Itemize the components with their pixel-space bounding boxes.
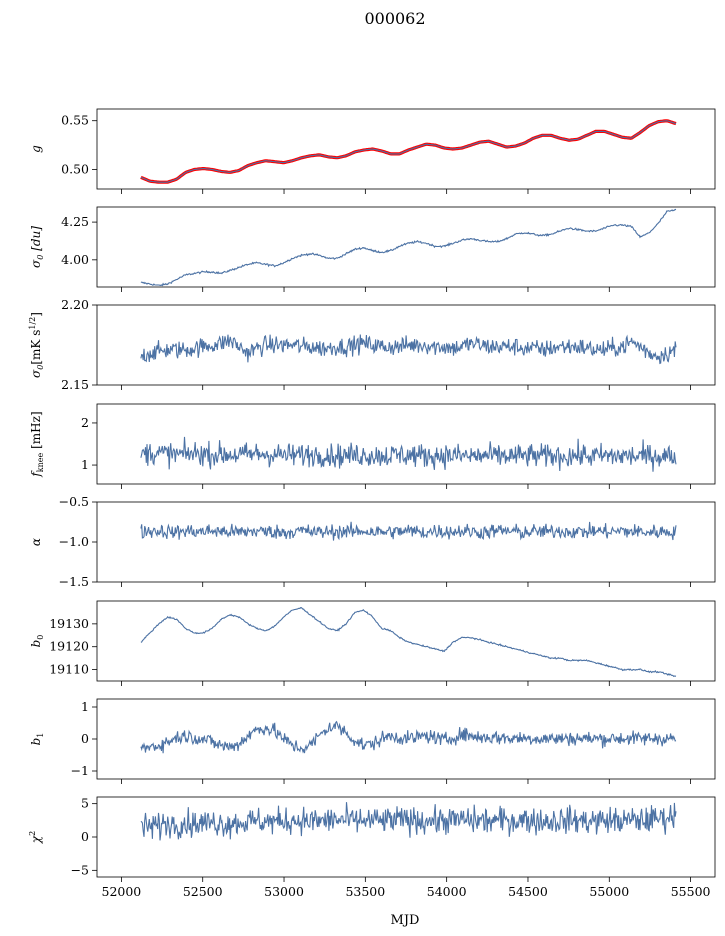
- panel-1: 0.50 0.55 g: [29, 108, 716, 194]
- panel-frame: [96, 108, 716, 190]
- y-axis-label: fknee [mHz]: [29, 411, 45, 477]
- x-tick-label: 52500: [183, 884, 223, 899]
- y-axis-label: σ0 [du]: [29, 226, 45, 268]
- y-axis-label: χ2: [28, 831, 43, 844]
- panel-6: 19110 19120 19130 b0: [29, 600, 716, 686]
- figure-title: 000062: [364, 9, 425, 28]
- y-tick-label: 0.55: [61, 113, 89, 128]
- y-tick-label: 19130: [49, 616, 89, 631]
- panel-frame: [96, 501, 716, 583]
- y-tick-label: 0.50: [61, 161, 89, 176]
- panel-frame: [96, 206, 716, 288]
- y-tick-label: −1.5: [59, 574, 89, 589]
- x-tick-label: 53500: [345, 884, 385, 899]
- y-tick-label: 0: [81, 829, 89, 844]
- series-line: [140, 208, 677, 287]
- series-line: [140, 436, 677, 472]
- y-axis-label: b0: [29, 635, 45, 648]
- panel-5: −1.5 −1.0 −0.5 α: [29, 494, 716, 589]
- x-tick-label: 54500: [508, 884, 548, 899]
- x-tick-label: 53000: [264, 884, 304, 899]
- x-tick-label: 54000: [427, 884, 467, 899]
- panel-7: −1 0 1 b1: [29, 698, 716, 784]
- x-tick-label: 55000: [589, 884, 629, 899]
- y-tick-label: 5: [81, 796, 89, 811]
- y-tick-label: −1: [71, 763, 89, 778]
- series-line: [140, 521, 677, 541]
- series-line: [140, 120, 677, 183]
- y-tick-label: 19110: [49, 662, 89, 677]
- y-tick-label: 19120: [49, 639, 89, 654]
- y-tick-label: 4.00: [61, 252, 89, 267]
- x-axis-label: MJD: [391, 913, 420, 928]
- y-tick-label: 1: [81, 457, 89, 472]
- series-line: [140, 334, 677, 365]
- x-tick-label: 55500: [671, 884, 711, 899]
- y-axis-label: σ0[mK s1/2]: [28, 312, 45, 378]
- series-line: [140, 802, 677, 841]
- y-tick-label: 1: [81, 699, 89, 714]
- y-tick-label: 2.15: [61, 377, 89, 392]
- y-tick-label: 0: [81, 731, 89, 746]
- panel-8: −5 0 5 χ2 52000 52500 53000 53500 54000 54500 5500…: [28, 796, 716, 899]
- x-tick-label: 52000: [102, 884, 142, 899]
- panel-frame: [96, 796, 716, 878]
- panel-frame: [96, 403, 716, 485]
- y-tick-label: 2.20: [61, 297, 89, 312]
- y-tick-label: −1.0: [59, 534, 89, 549]
- series-line: [140, 607, 677, 678]
- panels: 0.50 0.55 g 4.00 4.25 σ0 [du] 2.15 2.20 σ0[mK s1…: [28, 108, 716, 899]
- y-axis-label: α: [29, 538, 43, 546]
- y-tick-label: −0.5: [59, 494, 89, 509]
- series-line: [140, 720, 677, 754]
- y-tick-label: 2: [81, 415, 89, 430]
- y-axis-label: b1: [29, 733, 45, 746]
- panel-3: 2.15 2.20 σ0[mK s1/2]: [28, 297, 716, 392]
- y-tick-label: −5: [71, 862, 89, 877]
- panel-4: 1 2 fknee [mHz]: [29, 403, 716, 489]
- y-axis-label: g: [29, 145, 43, 153]
- panel-2: 4.00 4.25 σ0 [du]: [29, 206, 716, 292]
- y-tick-label: 4.25: [61, 214, 89, 229]
